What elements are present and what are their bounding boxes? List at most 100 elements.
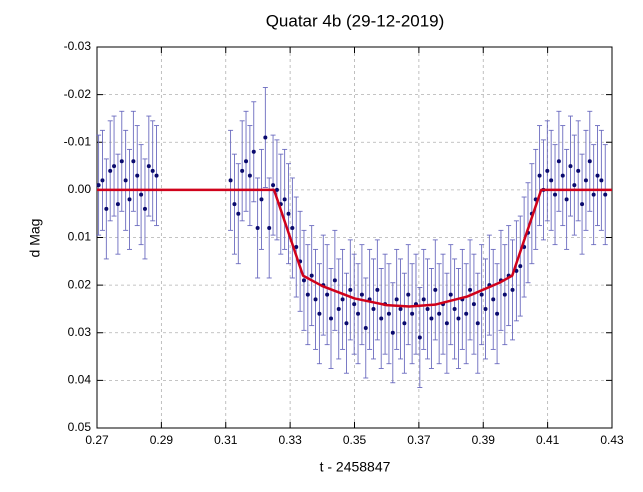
data-point <box>267 225 272 230</box>
data-point <box>464 311 469 316</box>
data-point <box>599 178 604 183</box>
data-point <box>271 183 276 188</box>
data-point <box>344 321 349 326</box>
data-point <box>96 183 101 188</box>
data-point <box>603 192 608 197</box>
y-tick-label: 0.01 <box>68 230 92 244</box>
data-point <box>549 178 554 183</box>
data-point <box>290 225 295 230</box>
data-point <box>340 297 345 302</box>
data-point <box>255 225 260 230</box>
data-point <box>587 159 592 164</box>
chart-title: Quatar 4b (29-12-2019) <box>266 11 445 30</box>
y-tick-label: 0.03 <box>68 325 92 339</box>
x-tick-label: 0.31 <box>214 433 238 447</box>
data-point <box>491 297 496 302</box>
data-point <box>421 297 426 302</box>
data-point <box>251 149 256 154</box>
data-point <box>417 335 422 340</box>
data-point <box>150 168 155 173</box>
x-tick-label: 0.27 <box>85 433 109 447</box>
data-point <box>119 159 124 164</box>
data-point <box>545 168 550 173</box>
data-point <box>286 211 291 216</box>
y-tick-label: 0.02 <box>68 277 92 291</box>
data-point <box>371 306 376 311</box>
data-point <box>576 168 581 173</box>
data-point <box>495 311 500 316</box>
data-point <box>123 178 128 183</box>
data-point <box>572 183 577 188</box>
data-point <box>468 287 473 292</box>
data-point <box>359 292 364 297</box>
data-point <box>146 164 151 169</box>
data-point <box>309 273 314 278</box>
data-point <box>556 159 561 164</box>
x-tick-label: 0.43 <box>600 433 624 447</box>
data-point <box>139 192 144 197</box>
data-point <box>154 173 159 178</box>
data-point <box>475 321 480 326</box>
data-point <box>112 164 117 169</box>
data-point <box>591 192 596 197</box>
data-point <box>104 206 109 211</box>
data-point <box>348 287 353 292</box>
data-point <box>537 173 542 178</box>
data-point <box>236 211 241 216</box>
y-tick-label: -0.03 <box>64 39 92 53</box>
data-point <box>410 311 415 316</box>
data-point <box>232 202 237 207</box>
data-point <box>352 302 357 307</box>
data-point <box>325 292 330 297</box>
data-point <box>294 245 299 250</box>
data-point <box>425 306 430 311</box>
data-point <box>228 178 233 183</box>
data-point <box>568 164 573 169</box>
x-axis-title: t - 2458847 <box>320 459 391 475</box>
model-line <box>97 188 612 308</box>
data-point <box>553 192 558 197</box>
data-point <box>452 306 457 311</box>
data-point <box>301 278 306 283</box>
x-tick-label: 0.29 <box>150 433 174 447</box>
data-point <box>127 197 132 202</box>
y-tick-label: -0.01 <box>64 134 92 148</box>
x-tick-label: 0.35 <box>343 433 367 447</box>
data-point <box>510 287 515 292</box>
data-point <box>108 168 113 173</box>
data-point <box>247 173 252 178</box>
data-point <box>448 292 453 297</box>
data-point <box>244 159 249 164</box>
data-point <box>483 306 488 311</box>
data-point <box>131 159 136 164</box>
data-point <box>100 178 105 183</box>
x-tick-label: 0.41 <box>536 433 560 447</box>
data-point <box>583 178 588 183</box>
data-point <box>398 306 403 311</box>
data-point <box>444 321 449 326</box>
data-point <box>332 278 337 283</box>
data-point <box>502 292 507 297</box>
data-point <box>379 316 384 321</box>
data-point <box>259 197 264 202</box>
x-tick-label: 0.37 <box>407 433 431 447</box>
data-point <box>518 264 523 269</box>
data-point <box>406 292 411 297</box>
y-tick-label: -0.02 <box>64 87 92 101</box>
data-point <box>282 197 287 202</box>
data-point <box>336 306 341 311</box>
data-point <box>375 287 380 292</box>
data-point <box>560 173 565 178</box>
data-point <box>142 206 147 211</box>
data-point <box>595 173 600 178</box>
x-tick-label: 0.39 <box>472 433 496 447</box>
data-point <box>394 297 399 302</box>
data-point <box>433 287 438 292</box>
data-point <box>386 311 391 316</box>
data-point <box>274 187 279 192</box>
data-point <box>564 197 569 202</box>
data-point <box>479 292 484 297</box>
data-point <box>580 202 585 207</box>
y-tick-label: 0.05 <box>68 420 92 434</box>
